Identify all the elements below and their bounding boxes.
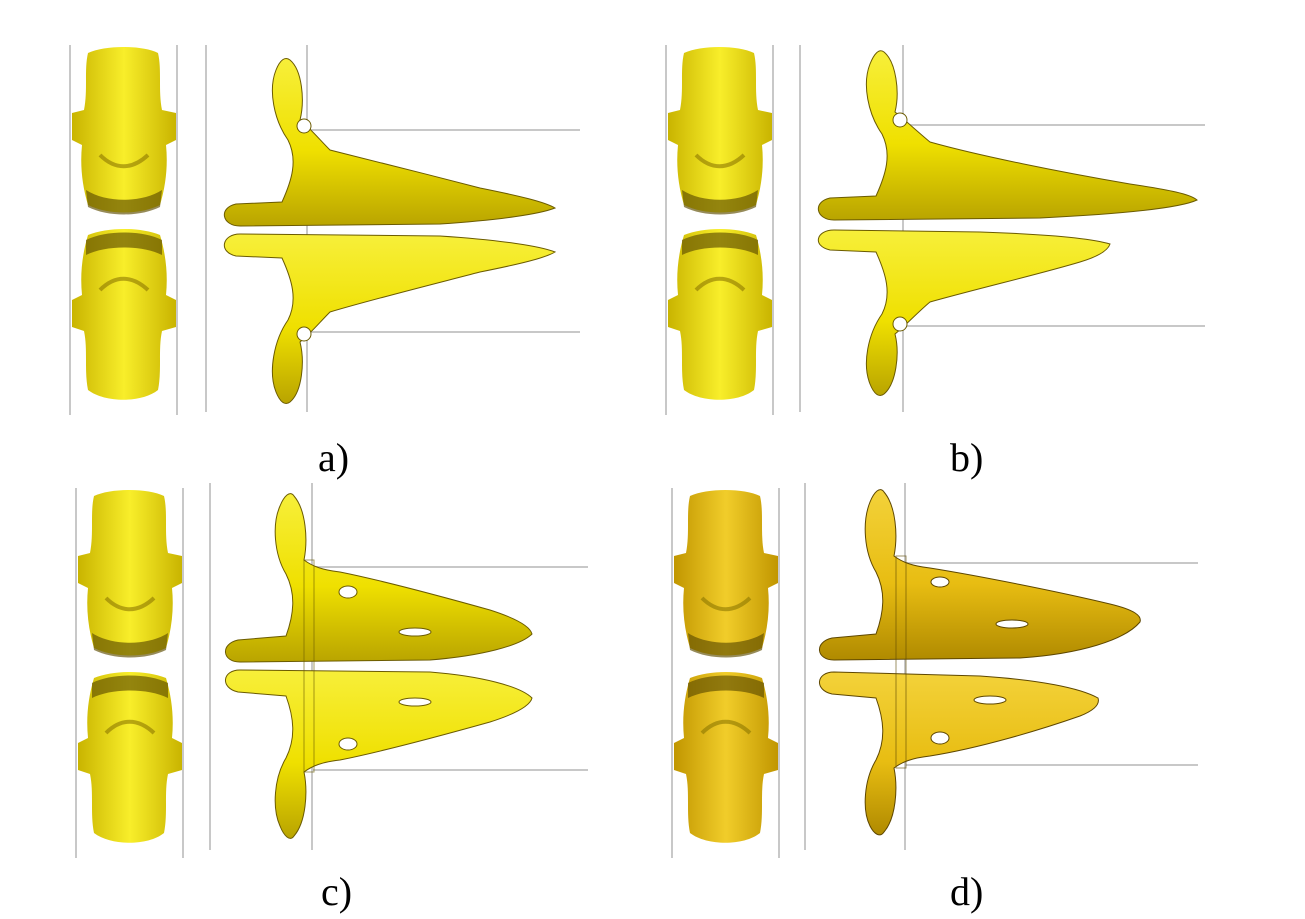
panel-d: [670, 483, 1198, 860]
panel-b: [664, 43, 1205, 417]
panel-c-front-view: [74, 486, 185, 860]
caption-c: c): [321, 869, 353, 914]
panel-b-side-view: [799, 45, 1205, 412]
caption-b: b): [950, 435, 984, 480]
caption-a: a): [318, 435, 350, 480]
panel-a: [68, 43, 580, 417]
panel-b-front-view: [664, 43, 775, 417]
panel-a-front-view: [68, 43, 179, 417]
panel-c: [74, 483, 588, 860]
panel-c-side-view: [209, 483, 588, 850]
panel-a-side-view: [205, 45, 580, 412]
caption-d: d): [950, 869, 984, 914]
panel-d-side-view: [804, 483, 1198, 850]
panel-d-front-view: [670, 486, 781, 860]
